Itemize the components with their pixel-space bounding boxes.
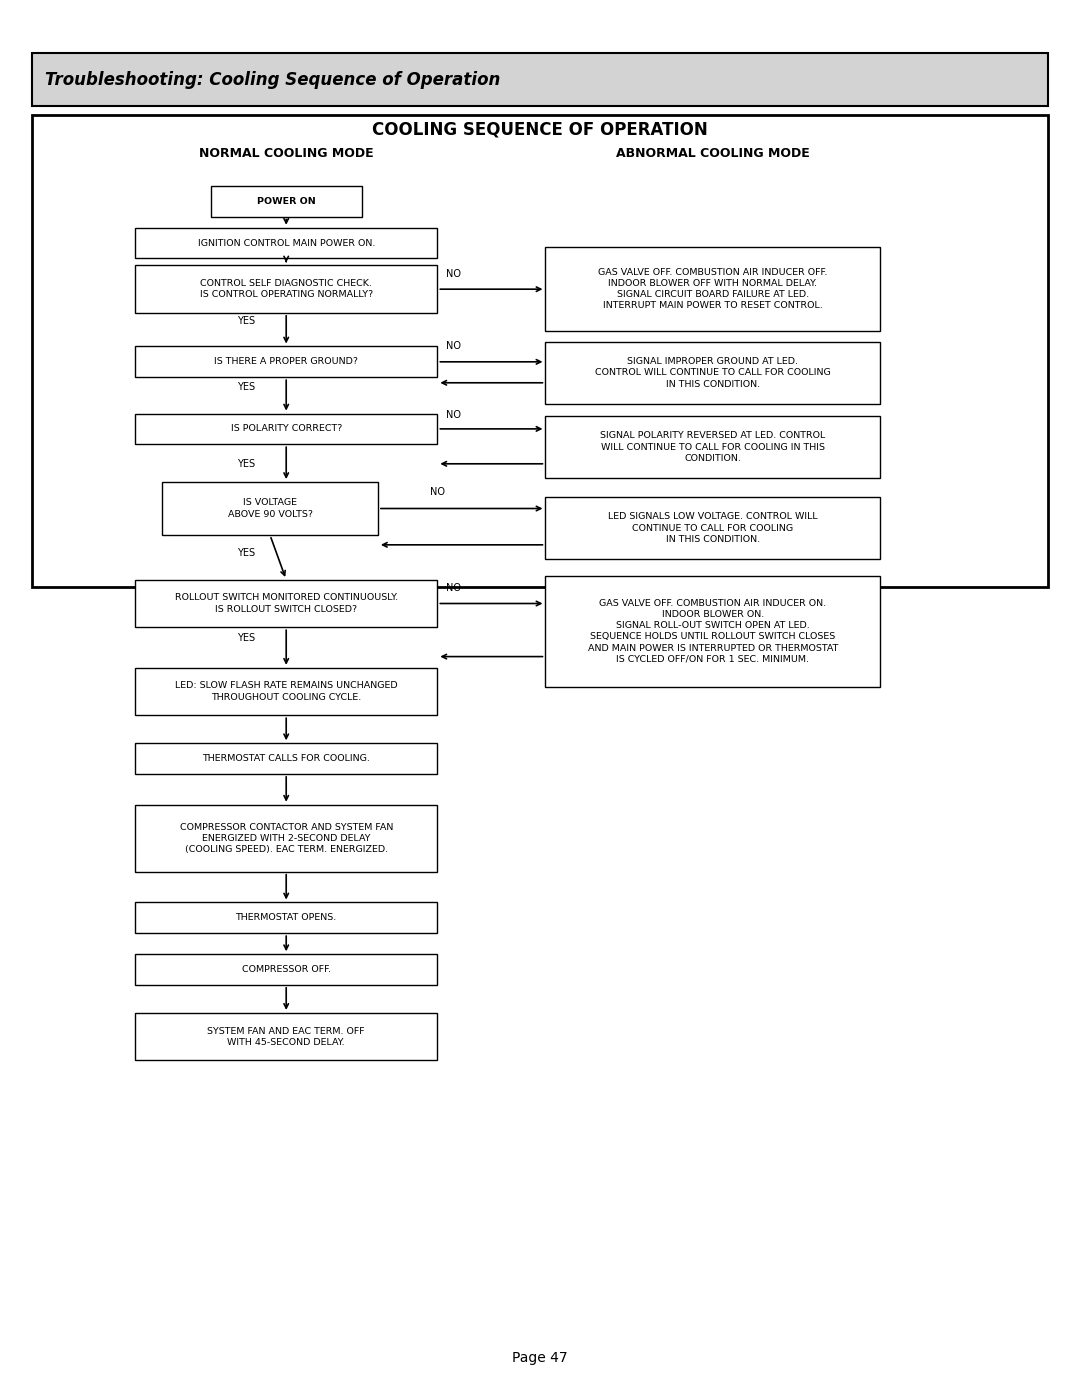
Bar [545, 247, 880, 331]
Text: NO: NO [446, 341, 461, 352]
Bar [135, 228, 437, 258]
Text: NO: NO [446, 409, 461, 420]
Bar [135, 668, 437, 715]
Bar [135, 414, 437, 444]
Text: ROLLOUT SWITCH MONITORED CONTINUOUSLY.
IS ROLLOUT SWITCH CLOSED?: ROLLOUT SWITCH MONITORED CONTINUOUSLY. I… [175, 594, 397, 613]
Bar [135, 265, 437, 313]
Bar [545, 342, 880, 404]
Bar [135, 346, 437, 377]
Text: NORMAL COOLING MODE: NORMAL COOLING MODE [199, 147, 374, 161]
Bar [545, 416, 880, 478]
Text: COOLING SEQUENCE OF OPERATION: COOLING SEQUENCE OF OPERATION [373, 122, 707, 138]
Bar [545, 497, 880, 559]
Bar [135, 805, 437, 872]
Text: IS VOLTAGE
ABOVE 90 VOLTS?: IS VOLTAGE ABOVE 90 VOLTS? [228, 499, 312, 518]
Text: LED: SLOW FLASH RATE REMAINS UNCHANGED
THROUGHOUT COOLING CYCLE.: LED: SLOW FLASH RATE REMAINS UNCHANGED T… [175, 682, 397, 701]
Text: COMPRESSOR OFF.: COMPRESSOR OFF. [242, 965, 330, 974]
Bar [135, 580, 437, 627]
Text: IS THERE A PROPER GROUND?: IS THERE A PROPER GROUND? [214, 358, 359, 366]
Text: NO: NO [430, 486, 445, 497]
Text: THERMOSTAT CALLS FOR COOLING.: THERMOSTAT CALLS FOR COOLING. [202, 754, 370, 763]
Text: COMPRESSOR CONTACTOR AND SYSTEM FAN
ENERGIZED WITH 2-SECOND DELAY
(COOLING SPEED: COMPRESSOR CONTACTOR AND SYSTEM FAN ENER… [179, 823, 393, 854]
Text: IGNITION CONTROL MAIN POWER ON.: IGNITION CONTROL MAIN POWER ON. [198, 239, 375, 247]
Text: POWER ON: POWER ON [257, 197, 315, 205]
Bar [135, 1013, 437, 1060]
Text: NO: NO [446, 268, 461, 279]
Text: YES: YES [238, 381, 255, 393]
Text: THERMOSTAT OPENS.: THERMOSTAT OPENS. [235, 914, 337, 922]
Text: SIGNAL POLARITY REVERSED AT LED. CONTROL
WILL CONTINUE TO CALL FOR COOLING IN TH: SIGNAL POLARITY REVERSED AT LED. CONTROL… [600, 432, 825, 462]
Bar [32, 53, 1048, 106]
Text: YES: YES [238, 633, 255, 644]
Bar [211, 186, 362, 217]
Text: SYSTEM FAN AND EAC TERM. OFF
WITH 45-SECOND DELAY.: SYSTEM FAN AND EAC TERM. OFF WITH 45-SEC… [207, 1027, 365, 1046]
Bar [545, 576, 880, 687]
Text: CONTROL SELF DIAGNOSTIC CHECK.
IS CONTROL OPERATING NORMALLY?: CONTROL SELF DIAGNOSTIC CHECK. IS CONTRO… [200, 279, 373, 299]
Text: NO: NO [446, 583, 461, 594]
Text: GAS VALVE OFF. COMBUSTION AIR INDUCER OFF.
INDOOR BLOWER OFF WITH NORMAL DELAY.
: GAS VALVE OFF. COMBUSTION AIR INDUCER OF… [598, 268, 827, 310]
Text: Page 47: Page 47 [512, 1351, 568, 1365]
Text: YES: YES [238, 548, 255, 559]
Text: YES: YES [238, 458, 255, 469]
Text: GAS VALVE OFF. COMBUSTION AIR INDUCER ON.
INDOOR BLOWER ON.
SIGNAL ROLL-OUT SWIT: GAS VALVE OFF. COMBUSTION AIR INDUCER ON… [588, 599, 838, 664]
Text: LED SIGNALS LOW VOLTAGE. CONTROL WILL
CONTINUE TO CALL FOR COOLING
IN THIS CONDI: LED SIGNALS LOW VOLTAGE. CONTROL WILL CO… [608, 513, 818, 543]
Bar [135, 902, 437, 933]
Text: ABNORMAL COOLING MODE: ABNORMAL COOLING MODE [616, 147, 810, 161]
Text: SIGNAL IMPROPER GROUND AT LED.
CONTROL WILL CONTINUE TO CALL FOR COOLING
IN THIS: SIGNAL IMPROPER GROUND AT LED. CONTROL W… [595, 358, 831, 388]
Bar [162, 482, 378, 535]
Bar [32, 115, 1048, 587]
Text: YES: YES [238, 316, 255, 327]
Text: Troubleshooting: Cooling Sequence of Operation: Troubleshooting: Cooling Sequence of Ope… [45, 71, 501, 88]
Bar [135, 954, 437, 985]
Text: IS POLARITY CORRECT?: IS POLARITY CORRECT? [230, 425, 342, 433]
Bar [135, 743, 437, 774]
